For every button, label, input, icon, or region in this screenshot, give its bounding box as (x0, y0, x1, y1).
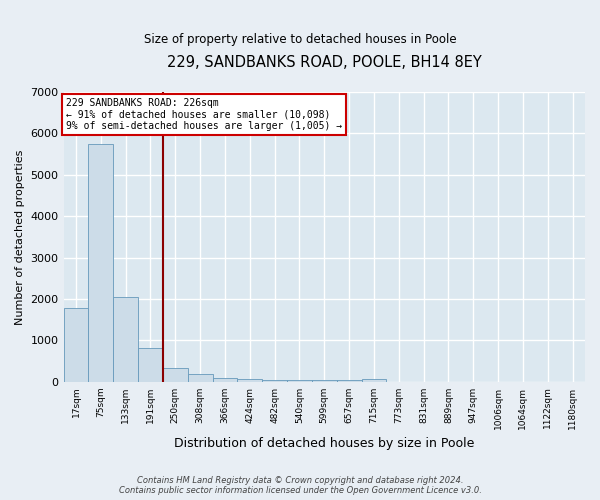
Title: 229, SANDBANKS ROAD, POOLE, BH14 8EY: 229, SANDBANKS ROAD, POOLE, BH14 8EY (167, 55, 482, 70)
Y-axis label: Number of detached properties: Number of detached properties (15, 149, 25, 324)
Text: 229 SANDBANKS ROAD: 226sqm
← 91% of detached houses are smaller (10,098)
9% of s: 229 SANDBANKS ROAD: 226sqm ← 91% of deta… (66, 98, 342, 131)
X-axis label: Distribution of detached houses by size in Poole: Distribution of detached houses by size … (174, 437, 475, 450)
Bar (138, 348, 163, 382)
Bar (287, 380, 312, 382)
Text: Size of property relative to detached houses in Poole: Size of property relative to detached ho… (143, 32, 457, 46)
Bar (262, 380, 287, 382)
Bar (238, 379, 262, 382)
Text: Contains HM Land Registry data © Crown copyright and database right 2024.
Contai: Contains HM Land Registry data © Crown c… (119, 476, 481, 495)
Bar (212, 378, 238, 382)
Bar (188, 374, 212, 382)
Bar (163, 368, 188, 382)
Bar (113, 297, 138, 382)
Bar (88, 144, 113, 382)
Bar (64, 308, 88, 382)
Bar (312, 380, 337, 382)
Bar (362, 379, 386, 382)
Bar (337, 380, 362, 382)
